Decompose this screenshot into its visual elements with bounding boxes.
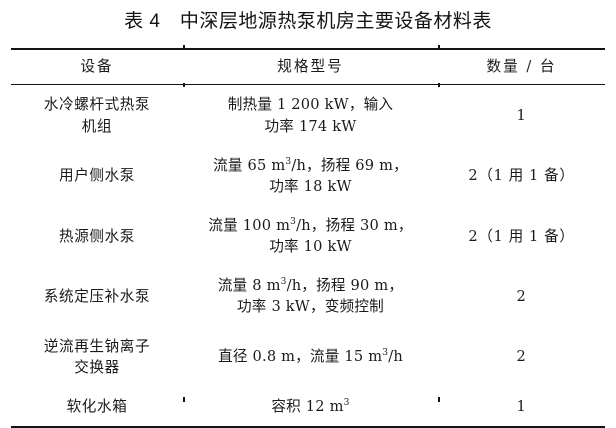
spec-line-1: 流量 65 m3/h，扬程 69 m， bbox=[187, 155, 434, 176]
device-line-1: 逆流再生钠离子 bbox=[43, 337, 151, 355]
device-line-2: 交换器 bbox=[74, 358, 120, 376]
cell-quantity: 2（1 用 1 备） bbox=[468, 167, 575, 185]
cell-spec: 容积 12 m3 bbox=[183, 386, 438, 428]
cell-quantity: 1 bbox=[438, 386, 605, 428]
spec-line-1: 容积 12 m3 bbox=[187, 396, 434, 417]
spec-line-1: 直径 0.8 m，流量 15 m3/h bbox=[187, 346, 434, 367]
cell-quantity: 2（1 用 1 备） bbox=[468, 227, 575, 245]
table-container: 设备 规格型号 数量 / 台 水冷螺杆式热泵 机组 bbox=[11, 35, 605, 428]
superscript-three: 3 bbox=[280, 277, 287, 288]
cell-device: 系统定压补水泵 bbox=[11, 266, 183, 326]
device-line-1: 系统定压补水泵 bbox=[43, 287, 151, 305]
column-header-spec-label: 规格型号 bbox=[277, 57, 344, 75]
table-row: 逆流再生钠离子 交换器 直径 0.8 m，流量 15 m3/h 2 bbox=[11, 327, 605, 387]
spec-text-b: /h，扬程 69 m， bbox=[291, 156, 408, 174]
cell-device: 软化水箱 bbox=[11, 386, 183, 428]
column-header-quantity-label: 数量 / 台 bbox=[486, 57, 557, 75]
cell-device: 逆流再生钠离子 交换器 bbox=[11, 327, 183, 387]
table-header: 设备 规格型号 数量 / 台 bbox=[11, 47, 605, 86]
device-line-1: 水冷螺杆式热泵 bbox=[43, 96, 151, 114]
superscript-three: 3 bbox=[290, 217, 297, 228]
device-line-1: 用户侧水泵 bbox=[59, 167, 135, 185]
cell-quantity: 2 bbox=[516, 348, 527, 366]
spec-text-a: 容积 12 m bbox=[271, 397, 344, 415]
spec-text-b: /h，扬程 30 m， bbox=[296, 217, 413, 234]
spec-line-2: 功率 18 kW bbox=[269, 177, 352, 195]
superscript-three: 3 bbox=[382, 348, 389, 359]
cell-spec: 流量 65 m3/h，扬程 69 m， 功率 18 kW bbox=[183, 146, 438, 206]
spec-line-2: 功率 3 kW，变频控制 bbox=[237, 298, 384, 316]
device-line-2: 机组 bbox=[81, 117, 113, 135]
superscript-three: 3 bbox=[285, 156, 292, 167]
spec-line-1: 流量 8 m3/h，扬程 90 m， bbox=[187, 275, 434, 296]
spec-text-a: 流量 100 m bbox=[208, 217, 291, 234]
spec-text-b: /h bbox=[388, 348, 403, 366]
spec-line-2: 功率 10 kW bbox=[269, 238, 352, 256]
table-row: 热源侧水泵 流量 100 m3/h，扬程 30 m， 功率 10 kW 2（1 … bbox=[11, 206, 605, 266]
spec-text-a: 流量 65 m bbox=[213, 156, 286, 174]
device-line-1: 软化水箱 bbox=[66, 397, 128, 415]
cell-device: 水冷螺杆式热泵 机组 bbox=[11, 85, 183, 146]
cell-device: 用户侧水泵 bbox=[11, 146, 183, 206]
equipment-material-table: 设备 规格型号 数量 / 台 水冷螺杆式热泵 机组 bbox=[11, 47, 605, 428]
column-header-device: 设备 bbox=[11, 47, 183, 86]
spec-line-1: 制热量 1 200 kW，输入 bbox=[227, 96, 394, 114]
table-row: 水冷螺杆式热泵 机组 制热量 1 200 kW，输入 功率 174 kW 1 bbox=[11, 85, 605, 146]
cell-spec: 制热量 1 200 kW，输入 功率 174 kW bbox=[183, 85, 438, 146]
table-row: 软化水箱 容积 12 m3 1 bbox=[11, 386, 605, 428]
cell-spec: 直径 0.8 m，流量 15 m3/h bbox=[183, 327, 438, 387]
superscript-three: 3 bbox=[343, 398, 350, 409]
table-row: 用户侧水泵 流量 65 m3/h，扬程 69 m， 功率 18 kW 2（1 用… bbox=[11, 146, 605, 206]
column-header-device-label: 设备 bbox=[80, 57, 114, 75]
cell-quantity: 1 bbox=[516, 106, 527, 124]
table-header-row: 设备 规格型号 数量 / 台 bbox=[11, 47, 605, 86]
table-caption: 表 4 中深层地源热泵机房主要设备材料表 bbox=[124, 11, 492, 32]
spec-text-b: /h，扬程 90 m， bbox=[286, 277, 404, 295]
cell-quantity: 2 bbox=[516, 287, 527, 305]
cell-spec: 流量 8 m3/h，扬程 90 m， 功率 3 kW，变频控制 bbox=[183, 266, 438, 326]
column-header-quantity: 数量 / 台 bbox=[438, 47, 605, 86]
column-header-spec: 规格型号 bbox=[183, 47, 438, 86]
spec-line-2: 功率 174 kW bbox=[264, 117, 357, 135]
spec-line-1: 流量 100 m3/h，扬程 30 m， bbox=[187, 215, 434, 236]
spec-text-a: 流量 8 m bbox=[217, 277, 281, 295]
device-line-1: 热源侧水泵 bbox=[59, 227, 135, 245]
cell-device: 热源侧水泵 bbox=[11, 206, 183, 266]
cell-spec: 流量 100 m3/h，扬程 30 m， 功率 10 kW bbox=[183, 206, 438, 266]
spec-text-a: 直径 0.8 m，流量 15 m bbox=[218, 348, 383, 366]
table-row: 系统定压补水泵 流量 8 m3/h，扬程 90 m， 功率 3 kW，变频控制 … bbox=[11, 266, 605, 326]
table-body: 水冷螺杆式热泵 机组 制热量 1 200 kW，输入 功率 174 kW 1 用… bbox=[11, 85, 605, 428]
